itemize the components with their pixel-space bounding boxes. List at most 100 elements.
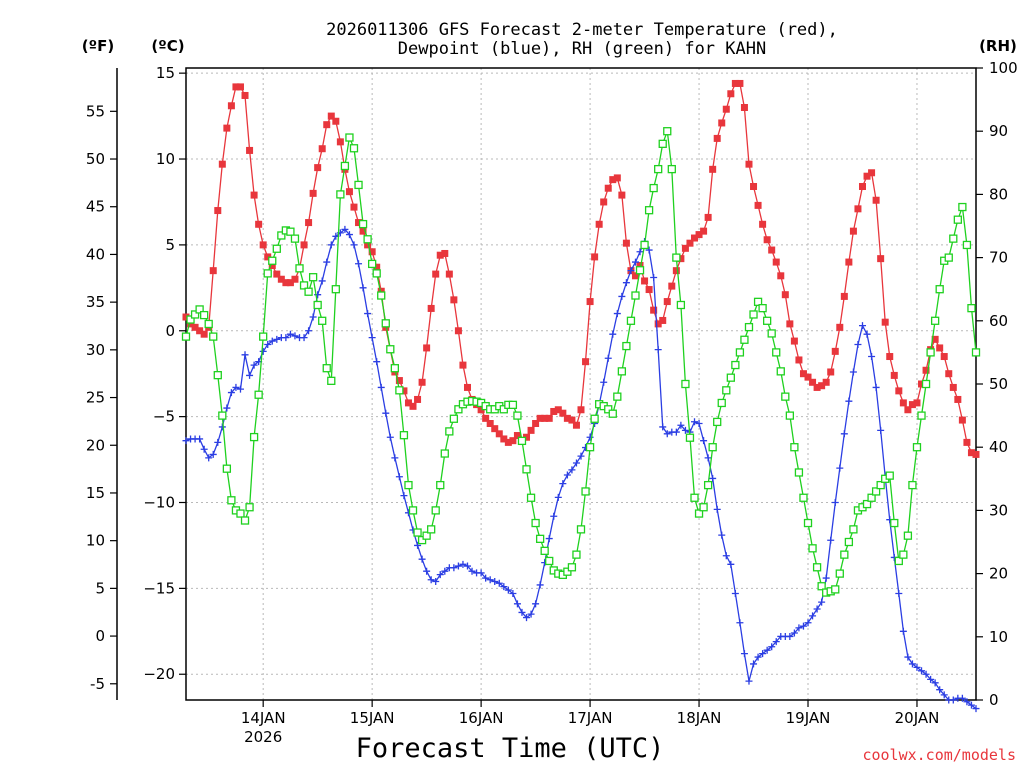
- rh-point: [363, 235, 372, 244]
- dewpoint-point: [918, 667, 926, 675]
- rh-point: [876, 480, 885, 490]
- rh-point: [685, 433, 695, 442]
- temperature-point: [659, 316, 667, 324]
- dewpoint-point: [200, 445, 208, 453]
- rh-point: [967, 304, 976, 313]
- temperature-point: [954, 395, 962, 403]
- temperature-point: [922, 366, 930, 374]
- temperature-point: [750, 183, 758, 190]
- rh-point: [740, 335, 749, 344]
- temperature-point: [786, 320, 794, 328]
- temperature-point: [672, 267, 680, 275]
- temperature-point: [822, 378, 830, 386]
- fahrenheit-tick-label: 25: [86, 389, 105, 407]
- temperature-point: [355, 219, 363, 227]
- fahrenheit-tick-label: -5: [90, 675, 105, 693]
- temperature-point: [282, 279, 290, 287]
- rh-point: [181, 332, 191, 341]
- temperature-point: [863, 172, 871, 180]
- temperature-point: [509, 437, 517, 445]
- celsius-tick-label: 10: [156, 150, 175, 168]
- rh-point: [894, 556, 903, 566]
- temperature-point: [436, 251, 444, 259]
- fahrenheit-tick-label: 5: [95, 579, 105, 597]
- dewpoint-point: [436, 571, 444, 579]
- rh-tick-label: 20: [989, 565, 1008, 583]
- temperature-point: [886, 353, 894, 361]
- rh-point: [713, 417, 722, 427]
- rh-point: [794, 468, 804, 477]
- dewpoint-point: [877, 426, 885, 434]
- dewpoint-point: [323, 258, 331, 266]
- rh-point: [381, 319, 390, 328]
- rh-point: [799, 493, 808, 502]
- rh-point: [871, 487, 881, 496]
- temperature-point: [677, 255, 685, 263]
- rh-point: [921, 379, 931, 389]
- temperature-point: [645, 286, 653, 294]
- x-tick-label: 16JAN: [459, 709, 504, 727]
- rh-point: [204, 319, 213, 329]
- dewpoint-point: [513, 600, 521, 608]
- temperature-point: [459, 361, 467, 369]
- dewpoint-point: [395, 473, 403, 481]
- temperature-point: [609, 176, 617, 184]
- dewpoint-point: [432, 578, 440, 585]
- temperature-point: [450, 296, 458, 304]
- dewpoint-point: [291, 332, 299, 340]
- dewpoint-point: [650, 274, 658, 282]
- rh-point: [753, 297, 763, 306]
- dewpoint-point: [691, 418, 699, 426]
- temperature-point: [504, 438, 512, 446]
- dewpoint-point: [763, 646, 771, 654]
- rh-point: [676, 300, 686, 310]
- rh-point: [717, 398, 726, 408]
- rh-point: [431, 506, 440, 515]
- temperature-point: [654, 320, 662, 328]
- celsius-tick-label: 0: [165, 322, 175, 340]
- rh-point: [440, 449, 449, 458]
- temperature-point: [913, 399, 921, 407]
- temperature-point: [631, 272, 639, 280]
- temperature-point: [868, 169, 876, 177]
- rh-series: [181, 127, 981, 597]
- dewpoint-point: [754, 653, 762, 661]
- temperature-point: [332, 117, 340, 125]
- dewpoint-point: [949, 696, 957, 704]
- dewpoint-point: [518, 608, 526, 616]
- temperature-point: [527, 426, 535, 434]
- rh-point: [663, 127, 672, 136]
- rh-point: [295, 264, 304, 273]
- dewpoint-point: [931, 679, 939, 687]
- dewpoint-point: [495, 579, 503, 587]
- rh-tick-label: 40: [989, 438, 1008, 456]
- rh-point: [672, 253, 681, 262]
- dewpoint-point: [804, 619, 812, 627]
- dewpoint-point: [559, 480, 567, 488]
- dewpoint-point: [504, 586, 512, 594]
- dewpoint-point: [731, 590, 739, 598]
- dewpoint-point: [745, 677, 753, 685]
- temperature-point: [872, 196, 880, 204]
- dewpoint-point: [209, 450, 217, 458]
- rh-point: [222, 464, 232, 473]
- temperature-point: [277, 275, 285, 283]
- temperature-point: [196, 327, 204, 335]
- dewpoint-point: [250, 361, 258, 369]
- temperature-point: [477, 406, 485, 414]
- rh-point: [644, 206, 654, 215]
- temperature-point: [463, 383, 471, 391]
- temperature-point: [695, 231, 703, 239]
- x-tick-label: 15JAN: [350, 709, 395, 727]
- rh-point: [354, 180, 363, 190]
- rh-point: [254, 390, 263, 399]
- temperature-point: [895, 387, 903, 395]
- dewpoint-point: [600, 378, 608, 386]
- temperature-point: [232, 83, 240, 91]
- rh-point: [327, 376, 336, 385]
- dewpoint-point: [790, 629, 798, 637]
- temperature-point: [722, 105, 730, 113]
- temperature-point: [713, 134, 721, 142]
- fahrenheit-tick-label: 55: [86, 102, 105, 120]
